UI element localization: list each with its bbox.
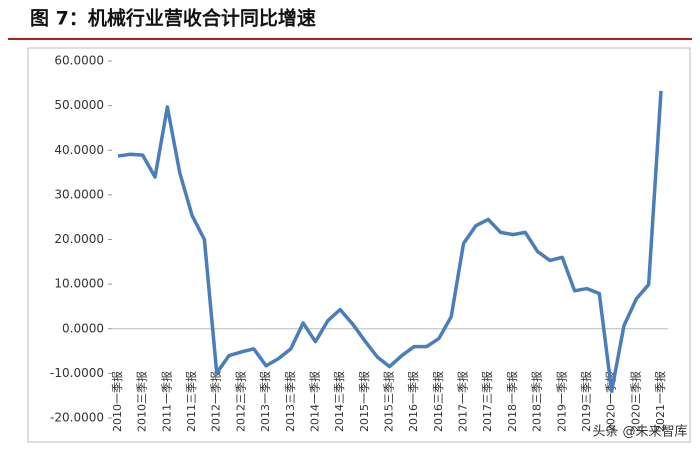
- x-tick-label: 2012一季报: [209, 371, 223, 432]
- x-tick-label: 2013一季报: [258, 371, 272, 432]
- y-tick-label: 50.0000: [54, 98, 104, 112]
- x-tick-label: 2020三季报: [628, 371, 642, 432]
- x-tick-label: 2017一季报: [456, 371, 470, 432]
- x-tick-label: 2013三季报: [283, 371, 297, 432]
- y-tick-label: 60.0000: [54, 54, 104, 68]
- y-tick-label: 30.0000: [54, 187, 104, 201]
- x-tick-label: 2014一季报: [307, 371, 321, 432]
- y-tick-label: 10.0000: [54, 277, 104, 291]
- x-tick-label: 2010一季报: [110, 371, 124, 432]
- x-tick-label: 2010三季报: [135, 371, 149, 432]
- chart-title: 图 7：机械行业营收合计同比增速: [30, 7, 316, 30]
- x-tick-label: 2011一季报: [159, 371, 173, 432]
- y-tick-label: -10.0000: [50, 366, 104, 380]
- x-tick-label: 2017三季报: [480, 371, 494, 432]
- x-tick-label: 2019一季报: [554, 371, 568, 432]
- x-tick-label: 2019三季报: [579, 371, 593, 432]
- y-tick-label: 0.0000: [62, 321, 104, 335]
- x-tick-label: 2016三季报: [431, 371, 445, 432]
- watermark: 头条 @未来智库: [592, 424, 687, 440]
- y-tick-label: -20.0000: [50, 411, 104, 425]
- x-tick-label: 2016一季报: [406, 371, 420, 432]
- x-tick-label: 2011三季报: [184, 371, 198, 432]
- x-tick-label: 2021一季报: [653, 371, 667, 432]
- chart-frame: [27, 47, 691, 443]
- x-tick-label: 2018一季报: [505, 371, 519, 432]
- y-tick-label: 40.0000: [54, 143, 104, 157]
- y-tick-label: 20.0000: [54, 232, 104, 246]
- x-tick-label: 2015一季报: [357, 371, 371, 432]
- data-line: [117, 90, 663, 393]
- x-tick-label: 2012三季报: [233, 371, 247, 432]
- x-tick-label: 2018三季报: [530, 371, 544, 432]
- x-tick-label: 2014三季报: [332, 371, 346, 432]
- x-tick-label: 2015三季报: [382, 371, 396, 432]
